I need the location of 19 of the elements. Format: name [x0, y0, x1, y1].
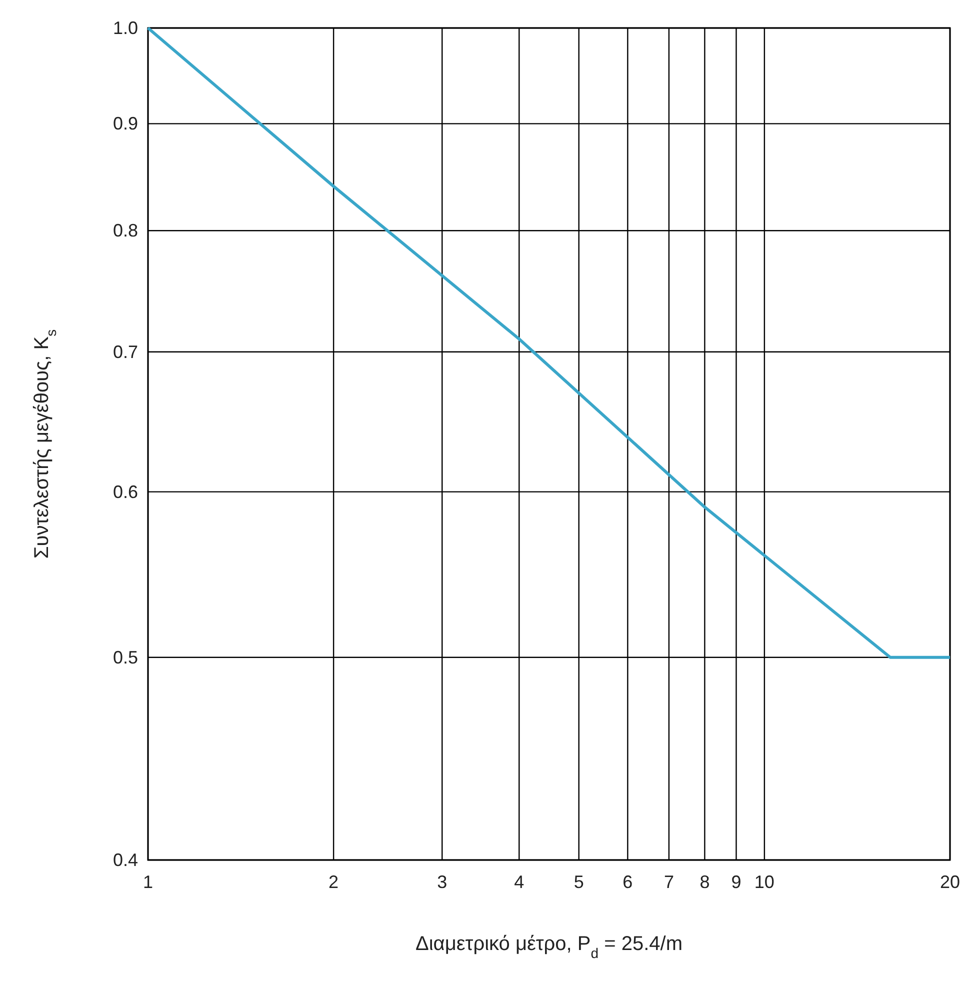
x-tick-label: 10	[754, 872, 774, 892]
x-tick-label: 9	[731, 872, 742, 892]
x-tick-label: 1	[142, 872, 154, 892]
y-tick-label: 0.6	[112, 482, 138, 502]
x-tick-label: 2	[328, 872, 339, 892]
x-tick-label: 20	[940, 872, 960, 892]
x-tick-label: 5	[574, 872, 584, 892]
y-tick-label: 0.7	[112, 342, 138, 362]
x-tick-label: 7	[664, 872, 674, 892]
y-tick-label: 0.8	[112, 220, 138, 241]
x-tick-label: 8	[700, 872, 710, 892]
x-tick-label: 4	[514, 872, 524, 892]
x-axis-title: Διαμετρικό μέτρο, P$_{d}$ = 25.4/m	[416, 933, 682, 961]
x-tick-label: 6	[622, 872, 633, 892]
y-tick-label: 0.9	[112, 114, 138, 134]
x-tick-label: 3	[437, 872, 448, 892]
y-tick-label: 1.0	[112, 18, 138, 38]
y-tick-label: 0.4	[112, 850, 138, 870]
y-tick-label: 0.5	[112, 647, 138, 668]
